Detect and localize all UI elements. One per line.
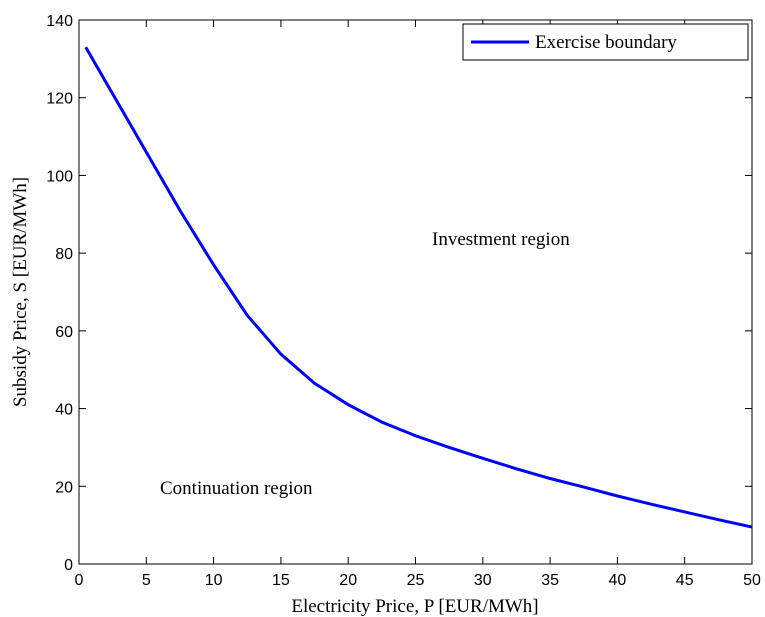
y-axis-label: Subsidy Price, S [EUR/MWh] — [10, 177, 31, 407]
y-tick-label: 140 — [46, 13, 73, 30]
legend-label: Exercise boundary — [535, 32, 677, 53]
x-tick-label: 50 — [743, 572, 761, 589]
x-tick-label: 10 — [205, 572, 223, 589]
x-tick-label: 25 — [407, 572, 425, 589]
x-tick-label: 5 — [142, 572, 151, 589]
x-tick-label: 40 — [609, 572, 627, 589]
plot-frame — [78, 19, 753, 565]
x-tick-label: 20 — [339, 572, 357, 589]
y-tick-label: 120 — [46, 91, 73, 108]
y-tick-label: 80 — [55, 246, 73, 263]
y-tick-label: 20 — [55, 479, 73, 496]
y-tick-label: 40 — [55, 402, 73, 419]
annotation: Continuation region — [160, 478, 313, 499]
x-tick-label: 15 — [272, 572, 290, 589]
x-axis-label: Electricity Price, P [EUR/MWh] — [291, 596, 538, 617]
y-tick-label: 100 — [46, 168, 73, 185]
x-tick-label: 30 — [474, 572, 492, 589]
x-tick-label: 45 — [676, 572, 694, 589]
x-tick-label: 35 — [541, 572, 559, 589]
y-tick-label: 60 — [55, 324, 73, 341]
y-tick-label: 0 — [64, 557, 73, 574]
x-tick-label: 0 — [75, 572, 84, 589]
data-line — [84, 46, 753, 529]
annotation: Investment region — [432, 229, 570, 250]
